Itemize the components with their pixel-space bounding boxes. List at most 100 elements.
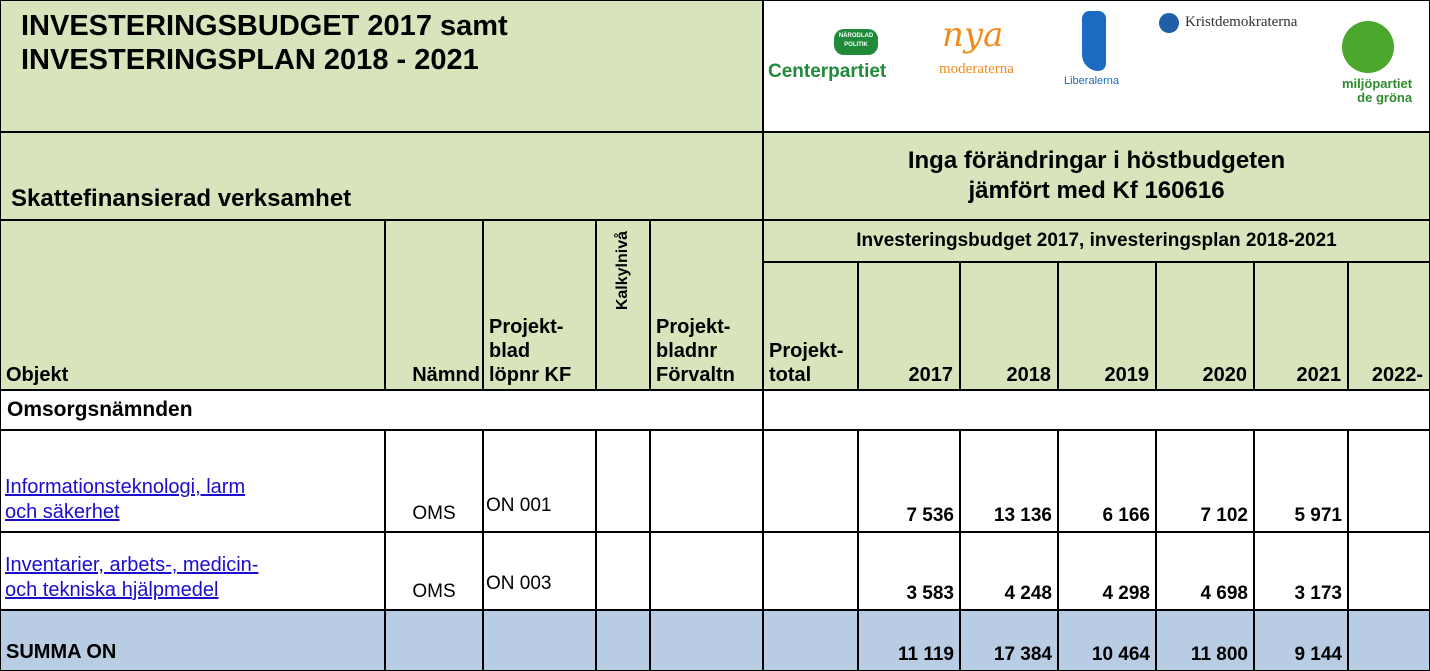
empty-cell: [1349, 431, 1429, 531]
value-cell: 6 166: [1059, 431, 1155, 531]
empty-cell: [651, 431, 762, 531]
empty-cell: [764, 533, 857, 609]
title: INVESTERINGSPLAN 2018 - 2021: [21, 44, 479, 76]
column-header: Projekt-bladnr Förvaltn: [651, 221, 762, 389]
column-header: 2021: [1255, 263, 1347, 389]
objekt-link[interactable]: Informationsteknologi, larm: [5, 476, 246, 498]
column-header-text: Projekt-: [489, 316, 564, 338]
value-cell: 4 698: [1157, 533, 1253, 609]
note: Inga förändringar i höstbudgeten: [907, 147, 1286, 174]
value: 7 102: [1200, 505, 1248, 526]
section-cell: Skattefinansierad verksamhet: [1, 133, 762, 219]
empty-cell: [651, 611, 762, 670]
namnd: OMS: [412, 503, 456, 524]
value: 6 166: [1102, 505, 1150, 526]
empty-cell: [597, 533, 649, 609]
kf: ON 001: [486, 495, 552, 516]
column-header-text: Projekt-: [769, 340, 844, 362]
total-value-cell: 9 144: [1255, 611, 1347, 670]
value: 4 248: [1004, 583, 1052, 604]
objekt-cell: Informationsteknologi, larm och säkerhet: [1, 431, 384, 531]
value-cell: 13 136: [961, 431, 1057, 531]
column-header-text: 2021: [1296, 364, 1342, 386]
value: 7 536: [906, 505, 954, 526]
total-label: SUMMA ON: [6, 641, 117, 663]
total-value: 11 119: [897, 644, 954, 665]
objekt-link[interactable]: Inventarier, arbets-, medicin-: [5, 554, 259, 576]
column-header: Kalkylnivå: [597, 221, 649, 389]
empty-cell: [597, 611, 649, 670]
namnd-cell: OMS: [386, 533, 482, 609]
value: 5 971: [1294, 505, 1342, 526]
kf-cell: ON 001: [484, 431, 595, 531]
value: 4 698: [1200, 583, 1248, 604]
column-header-text: 2017: [908, 364, 954, 386]
kd-icon: [1159, 13, 1179, 33]
empty-cell: [764, 611, 857, 670]
objekt-link[interactable]: och tekniska hjälpmedel: [5, 579, 219, 601]
objekt-link[interactable]: och säkerhet: [5, 501, 120, 523]
value-cell: 7 536: [859, 431, 959, 531]
column-header-text: 2020: [1202, 364, 1248, 386]
column-header-text: Nämnd: [412, 364, 480, 386]
mp-line: miljöpartiet: [1342, 76, 1413, 91]
empty-cell: [651, 533, 762, 609]
group-header-cell: Investeringsbudget 2017, investeringspla…: [764, 221, 1429, 261]
empty-cell: [764, 431, 857, 531]
group-cell: Omsorgsnämnden: [1, 391, 762, 429]
total-value-cell: 17 384: [961, 611, 1057, 670]
column-header-text: löpnr KF: [489, 364, 572, 386]
note: jämfört med Kf 160616: [968, 177, 1225, 204]
group-label: Omsorgsnämnden: [7, 398, 193, 421]
column-header: Objekt: [1, 221, 384, 389]
empty-cell: [1349, 611, 1429, 670]
empty-cell: [764, 391, 1429, 429]
value: 4 298: [1102, 583, 1150, 604]
group-header: Investeringsbudget 2017, investeringspla…: [856, 230, 1337, 251]
empty-cell: [1349, 533, 1429, 609]
column-header-text: 2019: [1104, 364, 1150, 386]
column-header: Projekt-blad löpnr KF: [484, 221, 595, 389]
title: INVESTERINGSBUDGET 2017 samt: [21, 10, 508, 42]
centerpartiet-badge: NÄRODLAD POLITIK: [834, 29, 878, 55]
column-header: 2018: [961, 263, 1057, 389]
empty-cell: [386, 611, 482, 670]
column-header-text: 2022-: [1371, 364, 1423, 386]
value-cell: 4 298: [1059, 533, 1155, 609]
kristdemokraterna: Kristdemokraterna: [1185, 14, 1298, 30]
value-cell: 7 102: [1157, 431, 1253, 531]
column-header: 2017: [859, 263, 959, 389]
kf-cell: ON 003: [484, 533, 595, 609]
value: 13 136: [993, 505, 1052, 526]
total-value-cell: 10 464: [1059, 611, 1155, 670]
column-header: 2020: [1157, 263, 1253, 389]
empty-cell: [597, 431, 649, 531]
namnd-cell: OMS: [386, 431, 482, 531]
value: 3 583: [906, 583, 954, 604]
column-header-text: blad: [489, 340, 531, 362]
value-cell: 3 173: [1255, 533, 1347, 609]
badge-text: POLITIK: [844, 42, 868, 48]
logos: NÄRODLAD POLITIK Centerpartiet nya moderater…: [764, 1, 1429, 131]
total-value: 9 144: [1294, 644, 1342, 665]
moderaterna: moderaterna: [939, 61, 1014, 77]
kf: ON 003: [486, 573, 552, 594]
total-value: 10 464: [1091, 644, 1150, 665]
value: 3 173: [1294, 583, 1342, 604]
value-cell: 4 248: [961, 533, 1057, 609]
nya: nya: [942, 15, 1004, 55]
column-header: 2022-: [1349, 263, 1429, 389]
column-header-text: Kalkylnivå: [614, 231, 631, 311]
badge-text: NÄRODLAD: [838, 33, 874, 39]
value-cell: 5 971: [1255, 431, 1347, 531]
column-header-text: bladnr: [656, 340, 718, 362]
centerpartiet: Centerpartiet: [768, 61, 887, 82]
mp-icon: [1342, 21, 1394, 73]
column-header: Projekt-total: [764, 263, 857, 389]
column-header-text: Förvaltn: [656, 364, 735, 386]
column-header: 2019: [1059, 263, 1155, 389]
namnd: OMS: [412, 581, 456, 602]
section-title: Skattefinansierad verksamhet: [11, 185, 352, 212]
column-header-text: 2018: [1006, 364, 1052, 386]
